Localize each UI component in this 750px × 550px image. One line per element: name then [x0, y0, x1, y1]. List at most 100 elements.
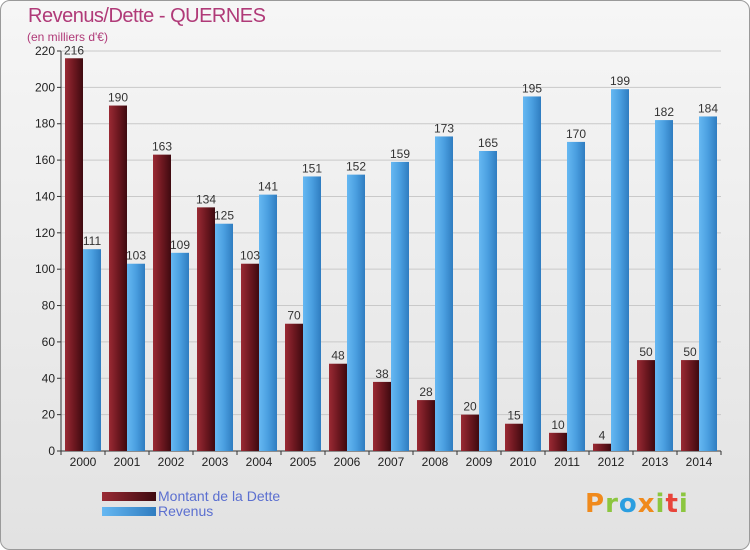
bar-dette [197, 207, 215, 451]
y-tick-label: 220 [35, 44, 55, 58]
data-label-revenus: 170 [566, 127, 586, 141]
data-label-revenus: 184 [698, 101, 718, 115]
legend-label-dette: Montant de la Dette [158, 488, 281, 504]
bars-layer [65, 58, 717, 452]
data-label-revenus: 125 [214, 209, 234, 223]
y-tick-label: 20 [42, 408, 56, 422]
chart-subtitle: (en milliers d'€) [27, 30, 108, 44]
legend-swatch-revenus [102, 506, 156, 516]
legend-label-revenus: Revenus [158, 503, 214, 519]
x-tick-label: 2007 [378, 455, 405, 469]
x-tick-label: 2001 [114, 455, 141, 469]
y-tick-label: 200 [35, 80, 55, 94]
x-tick-label: 2003 [202, 455, 229, 469]
data-label-revenus: 103 [126, 249, 146, 263]
data-label-dette: 50 [683, 345, 697, 359]
bar-dette [681, 360, 699, 451]
bar-revenus [567, 141, 585, 451]
legend-item-revenus: Revenus [102, 503, 213, 519]
bar-revenus [215, 223, 233, 451]
bar-revenus [391, 161, 409, 451]
y-tick-label: 180 [35, 117, 55, 131]
data-label-dette: 216 [64, 43, 84, 57]
bar-revenus [303, 176, 321, 452]
legend-swatch-dette [102, 491, 156, 501]
bar-dette [505, 423, 523, 451]
bar-revenus [655, 120, 673, 451]
data-label-dette: 48 [331, 349, 345, 363]
bar-revenus [699, 116, 717, 452]
bar-dette [637, 360, 655, 451]
bar-dette [153, 154, 171, 452]
data-label-revenus: 195 [522, 81, 542, 95]
logo-letter: x [637, 489, 656, 519]
data-label-revenus: 173 [434, 121, 454, 135]
data-label-revenus: 165 [478, 136, 498, 150]
data-label-dette: 190 [108, 91, 128, 105]
data-label-dette: 103 [240, 249, 260, 263]
bar-dette [417, 400, 435, 451]
chart-title: Revenus/Dette - QUERNES [28, 5, 266, 27]
y-tick-label: 80 [42, 299, 56, 313]
y-tick-label: 120 [35, 226, 55, 240]
x-tick-label: 2004 [246, 455, 273, 469]
x-tick-label: 2013 [642, 455, 669, 469]
labels-layer: 216 111 190 103 163 109 134 125 103 141 70 151 48 152… [64, 43, 718, 442]
bar-dette [373, 381, 391, 451]
data-label-revenus: 141 [258, 180, 278, 194]
y-tick-label: 40 [42, 371, 56, 385]
y-tick-label: 160 [35, 153, 55, 167]
x-tick-label: 2006 [334, 455, 361, 469]
x-tick-label: 2010 [510, 455, 537, 469]
data-label-revenus: 199 [610, 74, 630, 88]
bar-dette [549, 432, 567, 451]
x-tick-label: 2009 [466, 455, 493, 469]
bar-revenus [479, 151, 497, 451]
y-tick-label: 0 [48, 444, 55, 458]
bar-dette [109, 105, 127, 451]
bar-revenus [611, 89, 629, 451]
data-label-revenus: 159 [390, 147, 410, 161]
data-label-dette: 134 [196, 192, 216, 206]
x-tick-label: 2011 [554, 455, 580, 469]
logo-letter: P [585, 489, 606, 519]
bar-revenus [435, 136, 453, 452]
bar-dette [241, 263, 259, 451]
legend-item-dette: Montant de la Dette [102, 488, 280, 504]
data-label-revenus: 109 [170, 238, 190, 252]
logo-letter: i [655, 489, 666, 519]
logo-letter: i [678, 489, 689, 519]
data-label-revenus: 182 [654, 105, 674, 119]
data-label-dette: 4 [599, 429, 606, 443]
logo-letter: o [618, 489, 638, 519]
bar-revenus [523, 96, 541, 452]
data-label-dette: 163 [152, 140, 172, 154]
data-label-dette: 50 [639, 345, 653, 359]
y-tick-label: 100 [35, 262, 55, 276]
x-tick-label: 2014 [686, 455, 713, 469]
y-tick-label: 140 [35, 189, 55, 203]
bar-revenus [83, 249, 101, 451]
logo-letter: t [665, 489, 679, 519]
bar-revenus [259, 194, 277, 452]
x-tick-label: 2012 [598, 455, 625, 469]
data-label-revenus: 111 [83, 234, 102, 248]
x-tick-label: 2000 [70, 455, 97, 469]
data-label-dette: 70 [287, 309, 301, 323]
data-label-revenus: 151 [302, 161, 322, 175]
x-tick-label: 2002 [158, 455, 185, 469]
bar-revenus [347, 174, 365, 452]
bar-revenus [171, 252, 189, 451]
proxiti-logo: Proxiti [585, 489, 689, 519]
data-label-dette: 38 [375, 367, 389, 381]
bar-dette [285, 323, 303, 451]
data-label-dette: 28 [419, 385, 433, 399]
data-label-dette: 20 [463, 400, 477, 414]
bar-dette [461, 414, 479, 451]
y-tick-label: 60 [42, 335, 56, 349]
data-label-revenus: 152 [346, 160, 366, 174]
bar-revenus [127, 263, 145, 451]
x-tick-label: 2005 [290, 455, 317, 469]
